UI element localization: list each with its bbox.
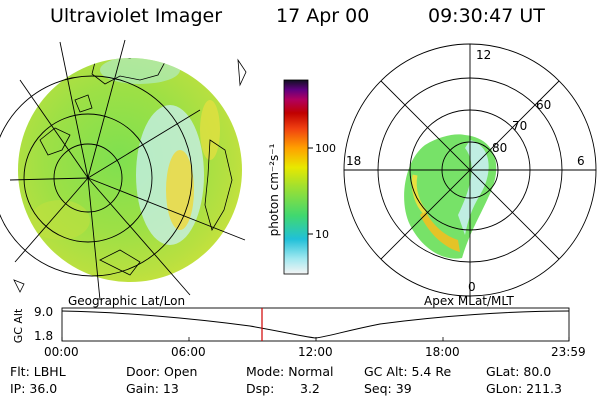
altitude-xtick-0000: 00:00: [44, 345, 79, 359]
lat-label-60: 60: [536, 98, 551, 112]
colorbar: 100 10 photon cm⁻²s⁻¹: [267, 79, 336, 275]
mlt-label-12: 12: [476, 48, 491, 62]
gc-alt-info: GC Alt: 5.4 Re: [364, 364, 452, 379]
glon-info: GLon: 211.3: [486, 381, 562, 396]
lat-label-80: 80: [492, 141, 507, 155]
app-title: Ultraviolet Imager: [50, 5, 223, 27]
apex-label: Apex MLat/MLT: [424, 294, 514, 308]
lat-label-70: 70: [512, 119, 527, 133]
mode-info: Mode: Normal: [246, 364, 334, 379]
colorbar-tick-100: 100: [315, 142, 336, 155]
polar-plot: 12 18 6 0 80 70 60: [343, 43, 597, 297]
colorbar-unit-label: photon cm⁻²s⁻¹: [267, 143, 281, 236]
altitude-ytick-high: 9.0: [34, 305, 54, 319]
altitude-xtick-2359: 23:59: [551, 345, 586, 359]
altitude-xtick-1200: 12:00: [298, 345, 333, 359]
altitude-xtick-1800: 18:00: [425, 345, 460, 359]
seq-info: Seq: 39: [364, 381, 412, 396]
geographic-image: [0, 39, 247, 301]
altitude-ylabel: GC Alt: [12, 308, 25, 343]
colorbar-tick-10: 10: [315, 228, 329, 241]
filter-info: Flt: LBHL: [10, 364, 66, 379]
time-label: 09:30:47 UT: [428, 5, 545, 27]
gain-info: Gain: 13: [126, 381, 179, 396]
mlt-label-0: 0: [468, 280, 476, 294]
altitude-ytick-low: 1.8: [34, 329, 54, 343]
mlt-label-6: 6: [577, 154, 585, 168]
altitude-plot: GC Alt: [12, 307, 570, 343]
mlt-label-18: 18: [346, 154, 361, 168]
dsp-label: Dsp:: [246, 381, 275, 396]
door-info: Door: Open: [126, 364, 198, 379]
dsp-value: 3.2: [300, 381, 320, 396]
date-label: 17 Apr 00: [276, 5, 370, 27]
glat-info: GLat: 80.0: [486, 364, 552, 379]
altitude-xtick-0600: 06:00: [171, 345, 206, 359]
ip-info: IP: 36.0: [10, 381, 58, 396]
geographic-label: Geographic Lat/Lon: [68, 294, 186, 308]
